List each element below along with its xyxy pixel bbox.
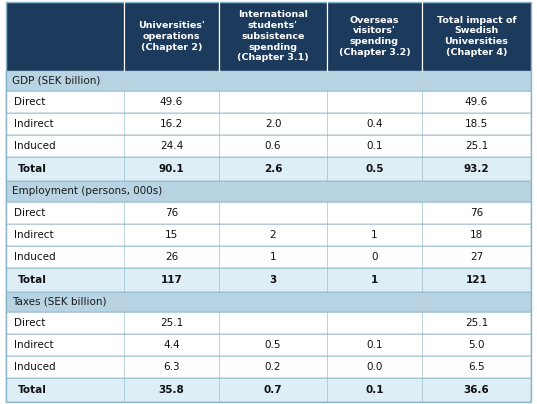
Text: 0.6: 0.6: [265, 141, 281, 152]
Text: 6.3: 6.3: [163, 362, 180, 372]
Text: 36.6: 36.6: [463, 385, 489, 395]
Bar: [124, 2, 219, 71]
Text: 93.2: 93.2: [463, 164, 489, 175]
Bar: [6, 378, 531, 402]
Bar: [6, 312, 531, 334]
Text: 1: 1: [270, 252, 277, 262]
Text: GDP (SEK billion): GDP (SEK billion): [12, 76, 100, 86]
Text: 16.2: 16.2: [160, 119, 183, 129]
Text: 0.5: 0.5: [365, 164, 384, 175]
Text: 1: 1: [371, 229, 378, 240]
Text: 90.1: 90.1: [159, 164, 184, 175]
Text: 49.6: 49.6: [465, 97, 488, 107]
Bar: [6, 268, 531, 292]
Bar: [6, 224, 531, 246]
Text: 27: 27: [470, 252, 483, 262]
Text: 18: 18: [470, 229, 483, 240]
Text: 15: 15: [165, 229, 178, 240]
Text: 6.5: 6.5: [468, 362, 485, 372]
Text: 5.0: 5.0: [468, 340, 485, 350]
Text: 24.4: 24.4: [160, 141, 183, 152]
Bar: [6, 356, 531, 378]
Text: 0.1: 0.1: [366, 141, 383, 152]
Text: 2.0: 2.0: [265, 119, 281, 129]
Text: 0: 0: [371, 252, 378, 262]
Text: Indirect: Indirect: [14, 119, 54, 129]
Text: 76: 76: [470, 208, 483, 218]
Text: 121: 121: [466, 275, 488, 285]
Text: Taxes (SEK billion): Taxes (SEK billion): [12, 297, 106, 307]
Text: 2: 2: [270, 229, 277, 240]
Bar: [6, 91, 531, 113]
Text: Direct: Direct: [14, 208, 45, 218]
Bar: [422, 2, 531, 71]
Text: 26: 26: [165, 252, 178, 262]
Bar: [6, 113, 531, 135]
Text: Total: Total: [18, 385, 47, 395]
Text: 0.7: 0.7: [264, 385, 282, 395]
Bar: [6, 158, 531, 181]
Text: 0.0: 0.0: [366, 362, 383, 372]
Text: 0.5: 0.5: [265, 340, 281, 350]
Text: 18.5: 18.5: [465, 119, 488, 129]
Bar: [6, 71, 531, 91]
Text: 4.4: 4.4: [163, 340, 180, 350]
Text: 25.1: 25.1: [465, 141, 488, 152]
Text: 49.6: 49.6: [160, 97, 183, 107]
Bar: [6, 202, 531, 224]
Text: Indirect: Indirect: [14, 229, 54, 240]
Text: Universities'
operations
(Chapter 2): Universities' operations (Chapter 2): [138, 21, 205, 52]
Text: 0.1: 0.1: [366, 340, 383, 350]
Text: 0.1: 0.1: [365, 385, 384, 395]
Text: Total: Total: [18, 164, 47, 175]
Text: 25.1: 25.1: [160, 318, 183, 328]
Text: Induced: Induced: [14, 141, 56, 152]
Bar: [6, 334, 531, 356]
Text: Indirect: Indirect: [14, 340, 54, 350]
Text: Employment (persons, 000s): Employment (persons, 000s): [12, 186, 162, 196]
Bar: [6, 292, 531, 312]
Text: 1: 1: [371, 275, 378, 285]
Text: Induced: Induced: [14, 362, 56, 372]
Text: International
students'
subsistence
spending
(Chapter 3.1): International students' subsistence spen…: [237, 11, 309, 62]
Text: Total: Total: [18, 275, 47, 285]
Text: 2.6: 2.6: [264, 164, 282, 175]
Text: 3: 3: [270, 275, 277, 285]
Text: 0.4: 0.4: [366, 119, 383, 129]
Text: Induced: Induced: [14, 252, 56, 262]
Text: 76: 76: [165, 208, 178, 218]
Bar: [6, 135, 531, 158]
Text: 25.1: 25.1: [465, 318, 488, 328]
Bar: [6, 181, 531, 202]
Text: Total impact of
Swedish
Universities
(Chapter 4): Total impact of Swedish Universities (Ch…: [437, 16, 516, 57]
Bar: [6, 2, 124, 71]
Text: Direct: Direct: [14, 97, 45, 107]
Bar: [219, 2, 327, 71]
Text: Overseas
visitors'
spending
(Chapter 3.2): Overseas visitors' spending (Chapter 3.2…: [339, 16, 410, 57]
Text: 35.8: 35.8: [158, 385, 184, 395]
Text: 0.2: 0.2: [265, 362, 281, 372]
Bar: [327, 2, 422, 71]
Bar: [6, 246, 531, 268]
Text: 117: 117: [161, 275, 183, 285]
Text: Direct: Direct: [14, 318, 45, 328]
